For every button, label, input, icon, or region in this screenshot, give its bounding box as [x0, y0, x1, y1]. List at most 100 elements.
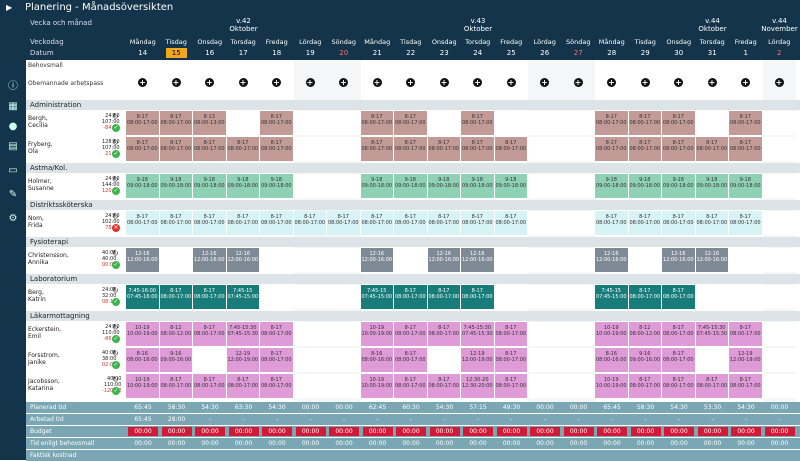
shift-cell[interactable] [327, 111, 361, 135]
shift-cell[interactable]: 8-17 08:00-17:00 [629, 111, 663, 135]
shift-cell[interactable] [763, 285, 797, 309]
shift-cell[interactable]: 9-18 09:00-18:00 [495, 174, 529, 198]
shift-cell[interactable]: 9-18 09:00-18:00 [126, 174, 160, 198]
shift-cell[interactable] [763, 174, 797, 198]
shift-cell[interactable]: 8-17 08:00-17:00 [729, 374, 763, 398]
refresh-icon[interactable]: ↻ [112, 375, 119, 384]
person-name[interactable]: Holmer, Susanne [28, 178, 54, 192]
shift-cell[interactable] [562, 174, 596, 198]
person-name[interactable]: Nom, Frida [28, 215, 44, 229]
refresh-icon[interactable]: ↻ [112, 112, 119, 121]
shift-cell[interactable]: 8-17 08:00-17:00 [193, 374, 227, 398]
shift-cell[interactable]: 8-17 08:00-17:00 [227, 374, 261, 398]
shift-cell[interactable] [495, 285, 529, 309]
shift-cell[interactable]: 9-18 09:00-18:00 [461, 174, 495, 198]
shift-cell[interactable]: 8-17 08:00-17:00 [461, 285, 495, 309]
shift-cell[interactable]: 10-19 10:00-19:00 [361, 374, 395, 398]
shift-cell[interactable]: 8-17 08:00-17:00 [729, 322, 763, 346]
shift-cell[interactable]: 12-16 12:00-16:00 [461, 248, 495, 272]
shift-cell[interactable]: 12-16 12:00-16:00 [662, 248, 696, 272]
money-icon[interactable]: ▭ [6, 164, 20, 178]
shift-cell[interactable] [696, 285, 730, 309]
shift-cell[interactable]: 9-18 09:00-18:00 [227, 174, 261, 198]
shift-cell[interactable]: 8-17 08:00-17:00 [193, 137, 227, 161]
shift-cell[interactable] [562, 322, 596, 346]
shift-cell[interactable]: 8-17 08:00-17:00 [193, 322, 227, 346]
shift-cell[interactable] [428, 348, 462, 372]
shift-cell[interactable]: 12-16 12:00-16:00 [227, 248, 261, 272]
shift-cell[interactable]: 8-17 08:00-17:00 [729, 137, 763, 161]
shift-cell[interactable] [763, 348, 797, 372]
add-shift-button[interactable]: + [172, 78, 181, 87]
shift-cell[interactable]: 8-17 08:00-17:00 [495, 322, 529, 346]
shift-cell[interactable] [729, 248, 763, 272]
shift-cell[interactable]: 8-17 08:00-17:00 [294, 211, 328, 235]
shift-cell[interactable]: 8-17 08:00-17:00 [126, 211, 160, 235]
wrench-icon[interactable]: ✎ [6, 188, 20, 202]
shift-cell[interactable]: 8-17 08:00-17:00 [260, 111, 294, 135]
shift-cell[interactable]: 8-17 08:00-17:00 [428, 137, 462, 161]
shift-cell[interactable] [327, 248, 361, 272]
shift-cell[interactable] [528, 285, 562, 309]
shift-cell[interactable] [763, 111, 797, 135]
shift-cell[interactable] [260, 285, 294, 309]
shift-cell[interactable] [294, 348, 328, 372]
shift-cell[interactable]: 8-17 08:00-17:00 [495, 211, 529, 235]
shift-cell[interactable]: 8-17 08:00-17:00 [662, 137, 696, 161]
shift-cell[interactable]: 8-17 08:00-17:00 [729, 111, 763, 135]
shift-cell[interactable]: 8-17 08:00-17:00 [495, 137, 529, 161]
shift-cell[interactable] [193, 348, 227, 372]
shift-cell[interactable]: 8-17 08:00-17:00 [193, 285, 227, 309]
person-name[interactable]: Forsstrom, Janike [28, 352, 60, 366]
refresh-icon[interactable]: ↻ [112, 286, 119, 295]
shift-cell[interactable] [562, 348, 596, 372]
add-shift-button[interactable]: + [239, 78, 248, 87]
shift-cell[interactable]: 8-17 08:00-17:00 [428, 322, 462, 346]
person-name[interactable]: Jacobsson, Katarina [28, 378, 60, 392]
add-shift-button[interactable]: + [306, 78, 315, 87]
shift-cell[interactable]: 8-17 08:00-17:00 [662, 348, 696, 372]
shift-cell[interactable] [327, 137, 361, 161]
refresh-icon[interactable]: ↻ [112, 249, 119, 258]
shift-cell[interactable]: 8-17 08:00-17:00 [428, 211, 462, 235]
shift-cell[interactable]: 8-17 08:00-17:00 [260, 137, 294, 161]
shift-cell[interactable]: 8-17 08:00-17:00 [495, 374, 529, 398]
shift-cell[interactable]: 8-17 08:00-17:00 [461, 211, 495, 235]
refresh-icon[interactable]: ↻ [112, 323, 119, 332]
shift-cell[interactable]: 8-17 08:00-17:00 [394, 348, 428, 372]
shift-cell[interactable] [327, 174, 361, 198]
shift-cell[interactable]: 12:30-20 12:30-20:00 [461, 374, 495, 398]
person-name[interactable]: Bergh, Cecilia [28, 115, 48, 129]
shift-cell[interactable]: 8-17 08:00-17:00 [394, 322, 428, 346]
add-shift-button[interactable]: + [708, 78, 717, 87]
shift-cell[interactable]: 8-17 08:00-17:00 [160, 374, 194, 398]
shift-cell[interactable]: 7:45-15:30 07:45-15:30 [227, 322, 261, 346]
add-shift-button[interactable]: + [507, 78, 516, 87]
shift-cell[interactable]: 8-17 08:00-17:00 [260, 211, 294, 235]
shift-cell[interactable]: 8-17 08:00-17:00 [361, 111, 395, 135]
shift-cell[interactable]: 8-17 08:00-17:00 [662, 111, 696, 135]
shift-cell[interactable]: 8-17 08:00-17:00 [160, 285, 194, 309]
shift-cell[interactable]: 8-17 08:00-17:00 [361, 211, 395, 235]
shift-cell[interactable]: 8-17 08:00-17:00 [461, 111, 495, 135]
add-shift-button[interactable]: + [205, 78, 214, 87]
shift-cell[interactable]: 8-17 08:00-17:00 [394, 285, 428, 309]
shift-cell[interactable]: 7:45-15:30 07:45-15:30 [461, 322, 495, 346]
shift-cell[interactable]: 12-19 12:00-19:00 [461, 348, 495, 372]
shift-cell[interactable]: 8-17 08:00-17:00 [361, 137, 395, 161]
shift-cell[interactable]: 8-17 08:00-17:00 [260, 348, 294, 372]
shift-cell[interactable] [763, 374, 797, 398]
shift-cell[interactable]: 8-12 08:00-12:00 [160, 322, 194, 346]
shift-cell[interactable]: 8-17 08:00-17:00 [495, 348, 529, 372]
shift-cell[interactable] [327, 285, 361, 309]
shift-cell[interactable]: 7:45-15 07:45-15:00 [595, 285, 629, 309]
shift-cell[interactable]: 8-17 08:00-17:00 [629, 137, 663, 161]
shift-cell[interactable]: 9-16 09:00-16:00 [160, 348, 194, 372]
shift-cell[interactable]: 8-17 08:00-17:00 [662, 374, 696, 398]
shift-cell[interactable]: 8-16 08:00-16:00 [126, 348, 160, 372]
shift-cell[interactable]: 7:45-15:30 07:45-15:30 [696, 322, 730, 346]
shift-cell[interactable]: 8-17 08:00-17:00 [461, 137, 495, 161]
shift-cell[interactable] [260, 248, 294, 272]
shift-cell[interactable]: 8-17 08:00-17:00 [428, 285, 462, 309]
shift-cell[interactable] [562, 111, 596, 135]
